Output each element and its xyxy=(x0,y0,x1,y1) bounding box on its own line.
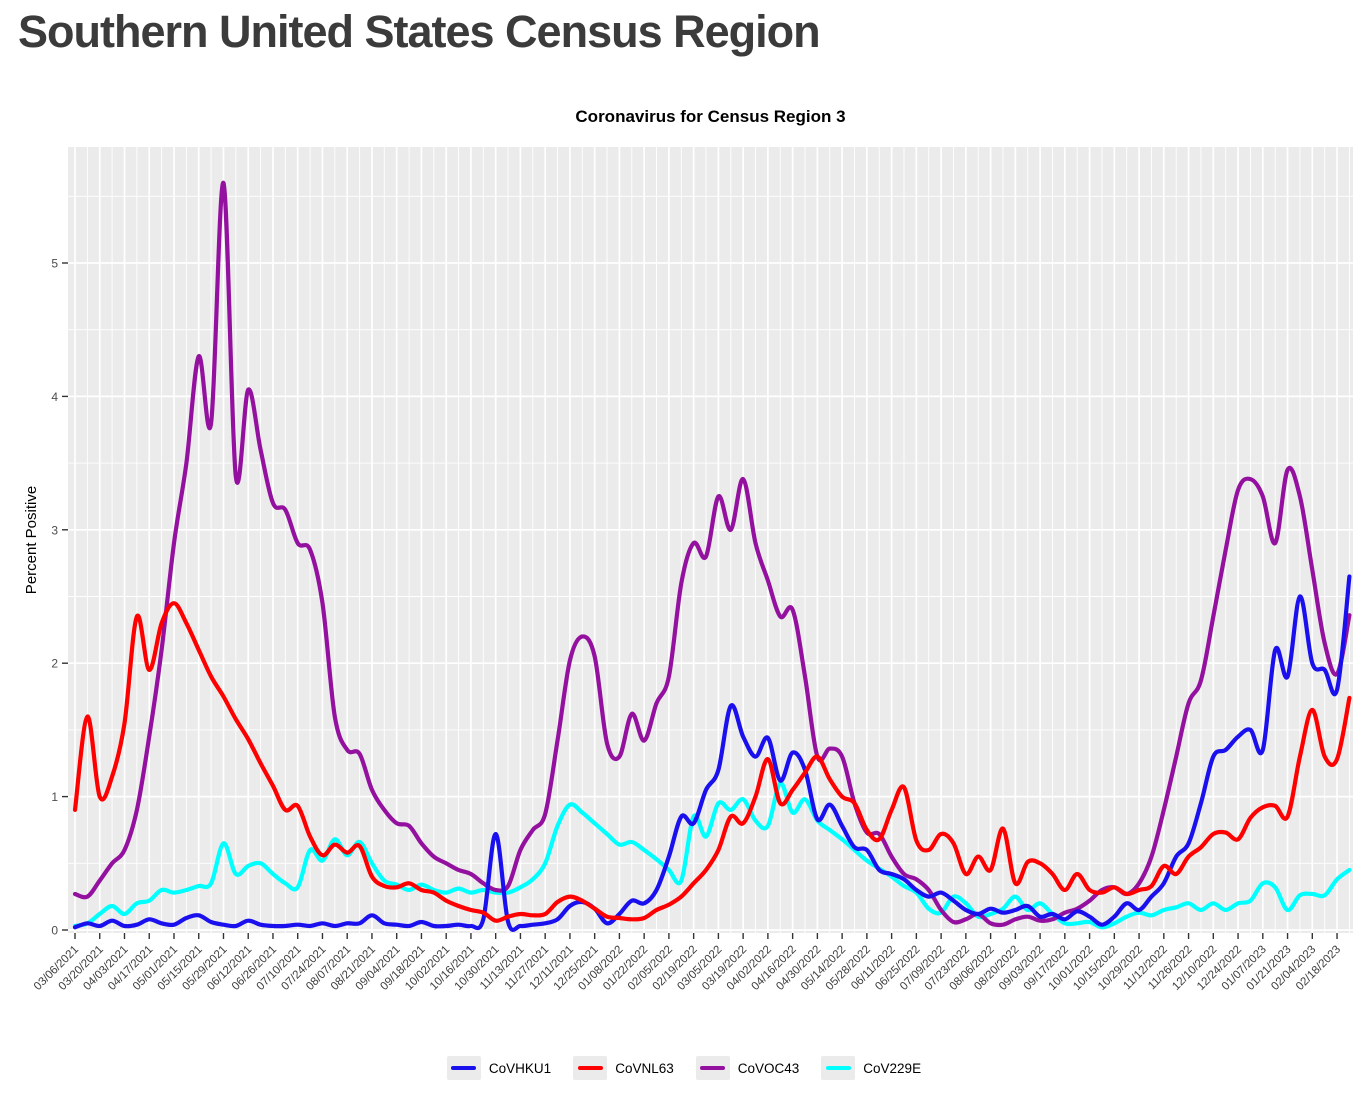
legend-item-CoVNL63: CoVNL63 xyxy=(573,1056,674,1080)
y-tick-label: 0 xyxy=(51,924,58,938)
legend-label: CoV229E xyxy=(863,1060,922,1076)
legend-label: CoVNL63 xyxy=(615,1060,674,1076)
chart-title: Coronavirus for Census Region 3 xyxy=(575,107,846,126)
legend-swatch-CoVHKU1 xyxy=(451,1065,477,1071)
legend-label: CoVOC43 xyxy=(737,1060,800,1076)
y-axis-title: Percent Positive xyxy=(23,486,40,594)
legend-label: CoVHKU1 xyxy=(488,1060,552,1076)
series-line-CoV229E xyxy=(72,781,1352,930)
y-tick-label: 1 xyxy=(51,790,58,804)
page-title: Southern United States Census Region xyxy=(18,6,821,57)
chart-legend: CoVHKU1 CoVNL63 CoVOC43 CoV229E xyxy=(0,1056,1368,1080)
chart-canvas: 03/06/202103/20/202104/03/202104/17/2021… xyxy=(23,147,1353,993)
legend-swatch-CoVNL63 xyxy=(577,1065,603,1071)
legend-key-CoVOC43 xyxy=(695,1056,730,1080)
legend-swatch-CoVOC43 xyxy=(700,1065,726,1071)
legend-key-CoVNL63 xyxy=(573,1056,608,1080)
legend-swatch-CoV229E xyxy=(825,1065,851,1071)
y-tick-label: 3 xyxy=(51,523,58,537)
y-tick-label: 5 xyxy=(51,257,58,271)
legend-item-CoVOC43: CoVOC43 xyxy=(695,1056,800,1080)
series-line-CoVHKU1 xyxy=(72,574,1352,932)
y-tick-label: 4 xyxy=(51,390,58,404)
legend-item-CoV229E: CoV229E xyxy=(821,1056,921,1080)
legend-key-CoV229E xyxy=(821,1056,856,1080)
legend-key-CoVHKU1 xyxy=(446,1056,481,1080)
legend-item-CoVHKU1: CoVHKU1 xyxy=(446,1056,552,1080)
series-line-CoVNL63 xyxy=(72,601,1352,923)
y-tick-label: 2 xyxy=(51,657,58,671)
